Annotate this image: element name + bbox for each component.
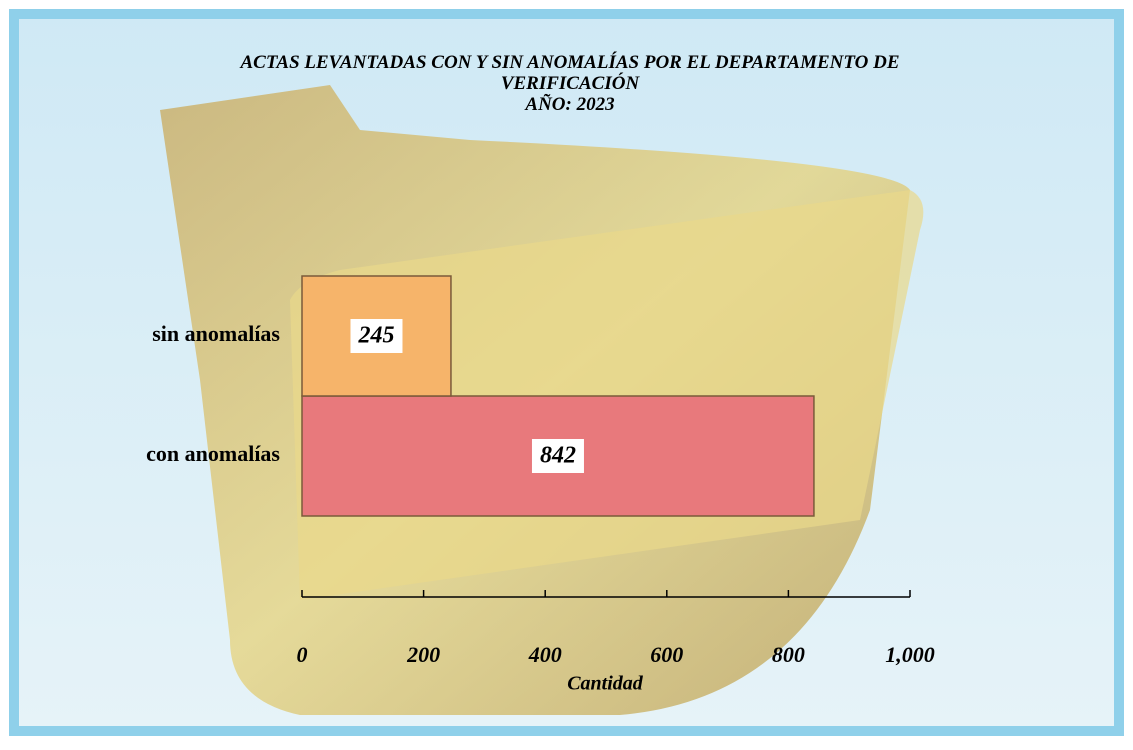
y-tick-label: sin anomalías — [152, 321, 280, 346]
value-label-box — [531, 439, 584, 473]
chart-title-block: ACTAS LEVANTADAS CON Y SIN ANOMALÍAS POR… — [200, 52, 940, 115]
x-tick-label: 600 — [650, 642, 683, 667]
value-label: 245 — [357, 323, 394, 349]
x-axis-title: Cantidad — [567, 673, 644, 695]
x-tick-label: 400 — [528, 642, 562, 667]
x-tick-label: 200 — [406, 642, 440, 667]
chart-title: ACTAS LEVANTADAS CON Y SIN ANOMALÍAS POR… — [240, 52, 900, 94]
x-tick-label: 1,000 — [885, 642, 935, 667]
x-tick-label: 0 — [297, 642, 308, 667]
value-label: 842 — [540, 443, 576, 469]
value-label-box — [350, 319, 403, 353]
x-tick-label: 800 — [772, 642, 805, 667]
y-tick-label: con anomalías — [146, 441, 280, 466]
chart-subtitle: AÑO: 2023 — [525, 94, 615, 115]
